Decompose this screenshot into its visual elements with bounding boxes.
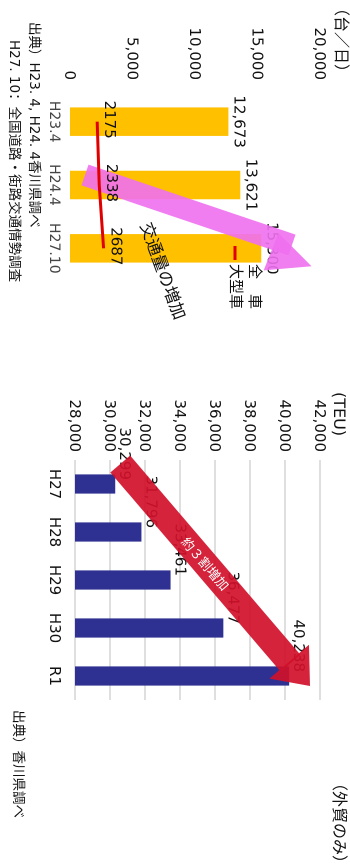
bar-value-label: 12,673 [230, 95, 248, 148]
y-tick-label: 36,000 [206, 400, 224, 453]
y-tick-label: 42,000 [311, 400, 329, 453]
source-label: 出典）香川県調べ [10, 710, 26, 818]
legend-label-heavy: 大型車 [227, 264, 245, 309]
heavy-value-label: 2687 [108, 227, 126, 265]
y-tick-label: 38,000 [241, 400, 259, 453]
increase-arrow-shaft [81, 164, 296, 256]
bar-container-volume [75, 474, 116, 494]
increase-arrow-shaft [110, 455, 301, 672]
legend: 全 車 大型車 [227, 246, 264, 309]
y-tick-label: 34,000 [171, 400, 189, 453]
bar-all-vehicles [70, 234, 262, 263]
x-tick-label: H24.4 [46, 164, 62, 206]
unit-label: （台／日） [332, 0, 350, 80]
x-tick-label: R1 [46, 666, 64, 686]
source-line-2: H27. 10：全国道路・街路交通情勢調査 [6, 40, 23, 283]
heavy-value-label: 2338 [103, 164, 121, 202]
bar-container-volume [75, 666, 290, 686]
x-tick-label: H23.4 [46, 101, 62, 143]
x-tick-label: H28 [46, 517, 64, 547]
x-axis-categories: H23.4 H24.4 H27.10 [46, 101, 62, 274]
x-tick-label: H27.10 [46, 223, 62, 274]
y-tick-label: 10,000 [186, 28, 204, 81]
y-tick-label: 5,000 [124, 37, 142, 80]
bar-container-volume [75, 618, 224, 638]
y-tick-label: 28,000 [66, 400, 84, 453]
y-tick-label: 15,000 [249, 28, 267, 81]
increase-arrow-head [263, 232, 312, 271]
y-tick-label: 30,000 [101, 400, 119, 453]
increase-arrow-head [269, 644, 311, 687]
x-axis-categories: H27 H28 H29 H30 R1 [46, 469, 64, 686]
bar-value-label: 13,621 [242, 159, 260, 212]
scope-label: （外貿のみ） [330, 775, 349, 867]
x-tick-label: H27 [46, 469, 64, 499]
traffic-volume-chart: （台／日） 0 5,000 10,000 15,000 20,000 12,673 13,… [6, 0, 350, 323]
heavy-vehicle-line [95, 121, 106, 249]
bar-all-vehicles [69, 107, 229, 136]
x-tick-label: H30 [46, 613, 64, 643]
container-cargo-chart: (TEU) （外貿のみ） 28,000 30,000 32,000 34,000 36,… [10, 392, 349, 867]
bar-container-volume [74, 522, 142, 542]
unit-label: (TEU) [330, 392, 349, 436]
legend-swatch-all [250, 246, 258, 260]
legend-label-all: 全 車 [246, 264, 264, 309]
heavy-value-label: 2175 [101, 101, 119, 139]
heavy-vehicle-series: 2175 2338 2687 [95, 101, 126, 265]
y-tick-label: 40,000 [276, 400, 294, 453]
y-tick-label: 32,000 [136, 400, 154, 453]
y-tick-label: 20,000 [311, 28, 329, 81]
source-line-1: 出典）H23. 4, H24. 4香川県調べ [26, 22, 42, 228]
y-axis-ticks: 0 5,000 10,000 15,000 20,000 [61, 28, 329, 81]
bar-container-volume [75, 570, 171, 590]
x-tick-label: H29 [46, 565, 64, 595]
increase-arrow [81, 164, 312, 271]
y-tick-label: 0 [61, 70, 79, 80]
